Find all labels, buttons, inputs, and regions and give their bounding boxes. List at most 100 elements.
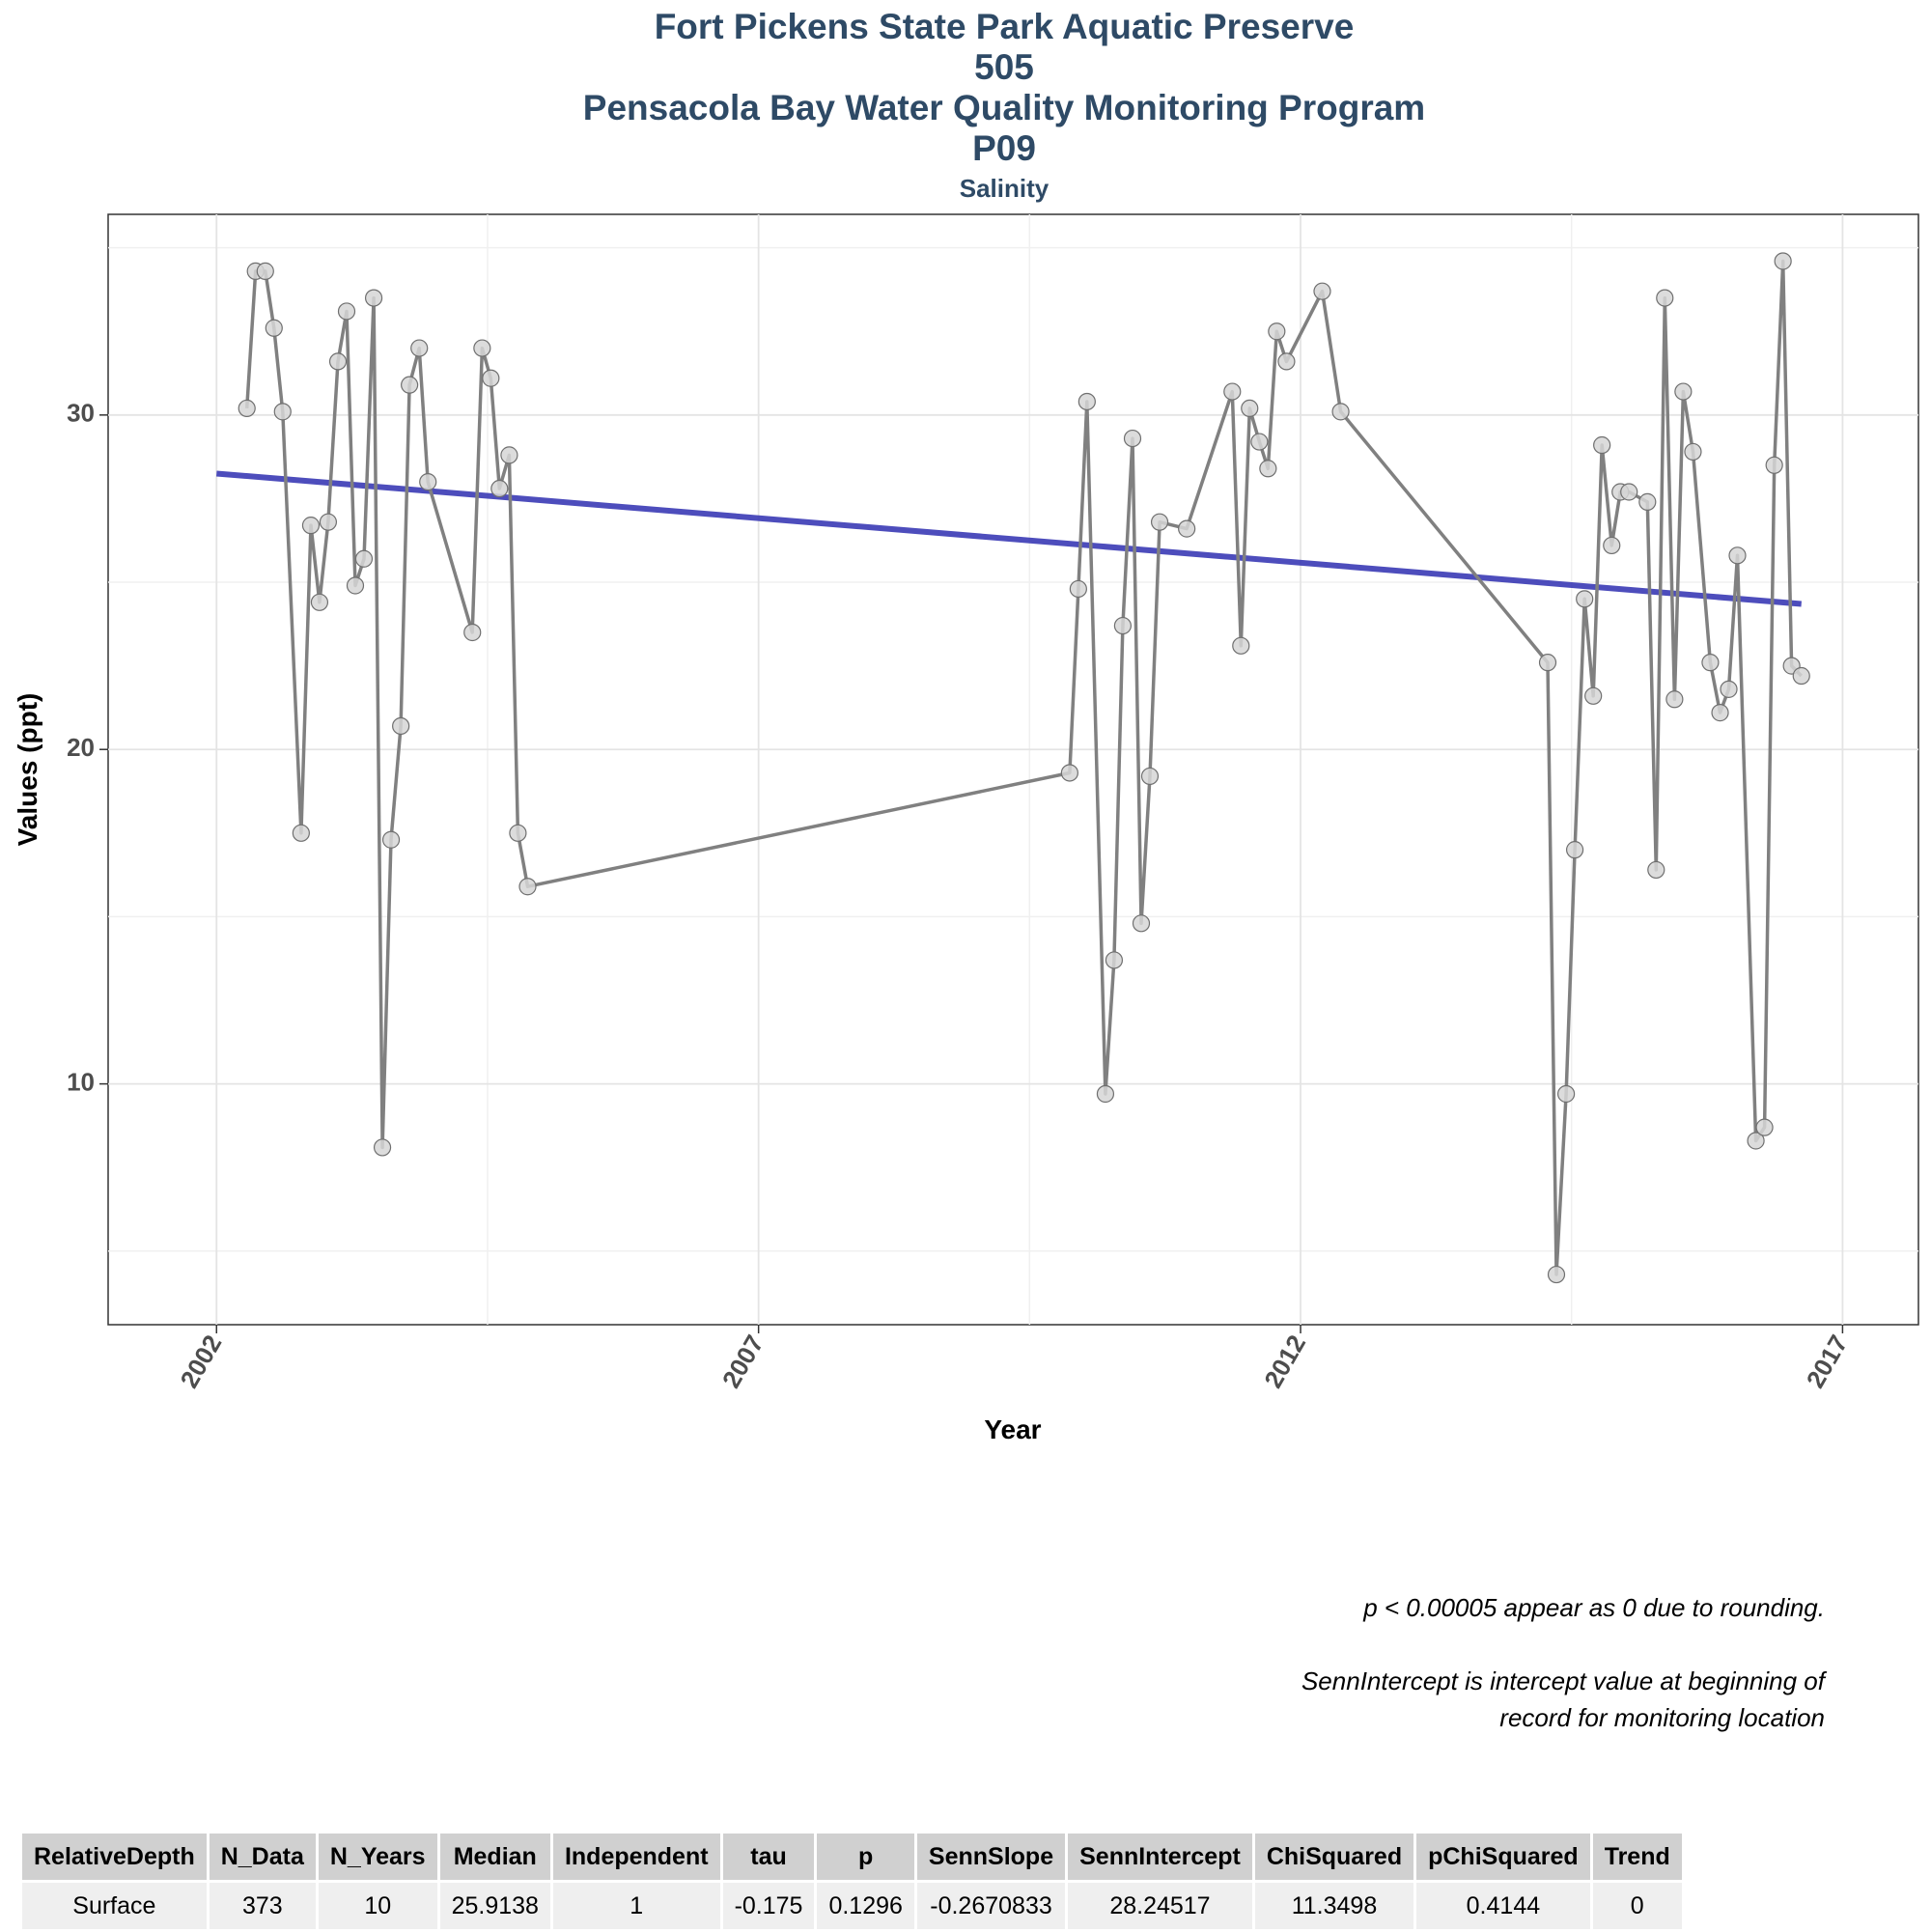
data-point <box>410 339 429 357</box>
table-header-cell: Independent <box>552 1834 720 1880</box>
data-point <box>392 716 410 736</box>
note-rounding: p < 0.00005 appear as 0 due to rounding. <box>1363 1593 1825 1622</box>
data-point <box>1096 1084 1115 1104</box>
table-cell: 0 <box>1592 1883 1682 1929</box>
table-cell: 11.3498 <box>1254 1883 1414 1929</box>
data-point <box>1105 951 1124 969</box>
data-point <box>1557 1084 1576 1104</box>
data-point <box>256 262 274 280</box>
x-tick-label: 2007 <box>716 1330 770 1392</box>
data-point <box>518 878 537 896</box>
table-header-cell: SennSlope <box>916 1834 1066 1880</box>
y-axis-title: Values (ppt) <box>13 693 42 847</box>
chart-title-line-3: Pensacola Bay Water Quality Monitoring P… <box>582 88 1426 127</box>
data-point <box>1720 680 1738 698</box>
chart-title-line-1: Fort Pickens State Park Aquatic Preserve <box>654 7 1355 46</box>
x-tick-label: 2002 <box>175 1330 228 1392</box>
table-cell: 28.24517 <box>1068 1883 1252 1929</box>
data-point <box>1060 764 1078 782</box>
data-point <box>319 513 338 531</box>
data-point <box>500 446 518 464</box>
data-point <box>346 576 365 595</box>
statistics-body: Surface 373 10 25.9138 1 -0.175 0.1296 -0.26708… <box>22 1883 1682 1929</box>
data-point <box>1576 590 1594 608</box>
trend-line-group <box>216 470 1802 607</box>
data-point <box>1593 435 1611 455</box>
data-point <box>1241 399 1259 418</box>
data-point <box>337 302 356 321</box>
y-tick-label: 10 <box>67 1067 95 1096</box>
data-point <box>1701 654 1720 672</box>
data-point <box>1674 382 1693 401</box>
data-point <box>1665 690 1684 709</box>
table-header-cell: Median <box>439 1834 550 1880</box>
data-point <box>364 289 383 307</box>
data-point <box>1755 1118 1774 1136</box>
data-point <box>1792 666 1810 686</box>
note-intercept-line-2: record for monitoring location <box>1499 1703 1825 1732</box>
x-axis-title: Year <box>984 1414 1041 1444</box>
data-point <box>238 399 256 418</box>
data-point <box>1728 546 1747 565</box>
data-point <box>328 352 348 371</box>
x-axis-ticks: 2002 2007 2012 2017 <box>175 1325 1854 1393</box>
table-cell: 10 <box>318 1883 437 1929</box>
data-point <box>1711 704 1729 722</box>
data-point <box>265 319 283 337</box>
data-points <box>238 252 1810 1284</box>
data-point <box>1223 382 1242 401</box>
data-point <box>1638 492 1657 511</box>
data-point <box>1277 352 1296 371</box>
chart-subtitle: Salinity <box>959 174 1049 203</box>
x-tick-label: 2012 <box>1258 1330 1311 1392</box>
data-point <box>1077 392 1096 411</box>
data-point <box>1232 636 1250 655</box>
data-point <box>463 623 482 642</box>
data-point <box>1268 322 1286 341</box>
data-point <box>473 339 491 357</box>
data-point <box>1603 536 1621 555</box>
table-header-cell: SennIntercept <box>1068 1834 1252 1880</box>
data-point <box>1747 1132 1765 1150</box>
minor-grid <box>108 214 1918 1325</box>
trend-line <box>216 470 1802 607</box>
table-header-cell: Trend <box>1592 1834 1682 1880</box>
table-header-cell: ChiSquared <box>1254 1834 1414 1880</box>
data-point <box>1178 519 1196 538</box>
data-point <box>1132 914 1151 933</box>
table-header-cell: p <box>817 1834 914 1880</box>
chart-title-line-4: P09 <box>972 128 1036 168</box>
data-point <box>1584 686 1603 705</box>
data-point <box>1684 442 1702 462</box>
y-tick-label: 30 <box>67 399 95 428</box>
note-intercept-line-1: SennIntercept is intercept value at begi… <box>1301 1666 1825 1695</box>
y-tick-label: 20 <box>67 733 95 762</box>
table-header-cell: N_Data <box>209 1834 316 1880</box>
statistics-table: RelativeDepth N_Data N_Years Median Independ… <box>19 1831 1685 1932</box>
table-cell: 0.4144 <box>1416 1883 1590 1929</box>
data-point <box>1547 1265 1566 1284</box>
table-cell: -0.175 <box>722 1883 815 1929</box>
data-point <box>1140 767 1160 786</box>
table-cell: Surface <box>22 1883 207 1929</box>
data-point <box>482 369 500 387</box>
data-point <box>1765 456 1783 474</box>
data-point <box>373 1138 392 1157</box>
chart-title-line-2: 505 <box>974 47 1034 87</box>
data-point <box>1250 433 1269 451</box>
table-cell: 25.9138 <box>439 1883 550 1929</box>
data-point <box>1656 289 1674 307</box>
data-point <box>273 403 292 421</box>
x-tick-label: 2017 <box>1801 1330 1854 1392</box>
data-point <box>301 517 321 535</box>
data-point <box>1331 403 1350 421</box>
data-point <box>292 824 310 842</box>
data-point <box>381 830 401 849</box>
table-header-cell: tau <box>722 1834 815 1880</box>
data-point <box>401 376 419 394</box>
data-point <box>1069 579 1087 599</box>
data-point <box>1113 616 1132 635</box>
data-point <box>1313 282 1331 300</box>
data-point <box>354 549 374 568</box>
data-point <box>1538 654 1557 672</box>
